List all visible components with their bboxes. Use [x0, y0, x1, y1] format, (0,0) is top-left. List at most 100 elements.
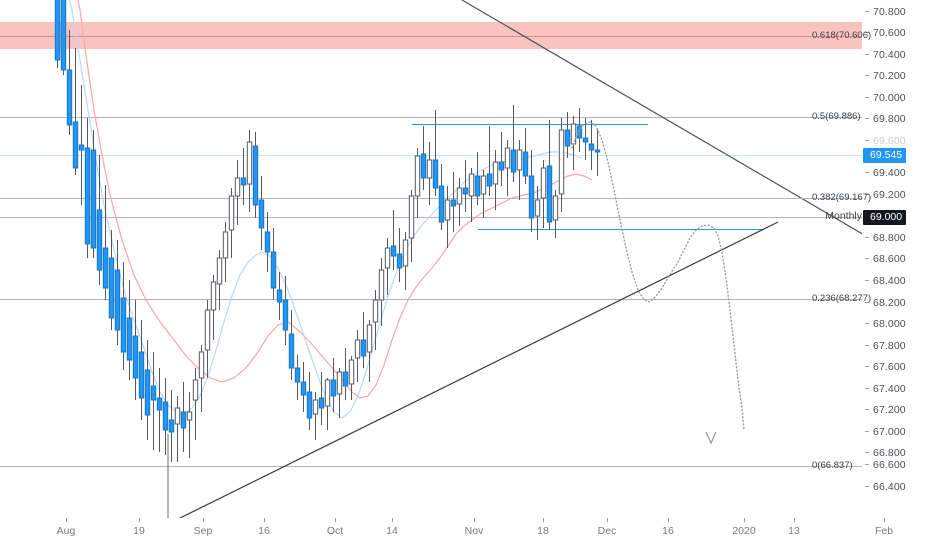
price-tick-label: 69.200	[873, 189, 906, 201]
price-tick-label: 67.200	[873, 404, 906, 416]
candle-body-up	[216, 257, 223, 285]
time-axis[interactable]: Aug 19 Sep 16 Oct 14 Nov 18 Dec 16 2020 13 Feb	[0, 518, 932, 550]
time-tick-dash	[794, 518, 795, 522]
price-axis[interactable]: 70.800 70.600 70.400 70.200 70.000 69.800 69.6…	[862, 0, 932, 518]
descending-resistance[interactable]	[461, 0, 862, 250]
candle-body-down	[576, 125, 583, 139]
candle-body-down	[564, 129, 571, 147]
candle-body-down	[330, 379, 337, 397]
projection-path-layer[interactable]	[571, 121, 745, 445]
candle-body-down	[300, 381, 307, 396]
price-tick-label: 68.800	[873, 232, 906, 244]
price-tick-label: 68.200	[873, 297, 906, 309]
fib-level-label: 0.5(69.886)	[812, 111, 861, 122]
candle-body-up	[492, 161, 499, 185]
price-tick-dash	[865, 302, 869, 303]
candle-body-down	[114, 269, 121, 331]
fib-level-label: 0.618(70.606)	[812, 30, 872, 41]
candle-body-down	[84, 147, 91, 245]
fib-level-line	[0, 466, 862, 467]
candle-body-down	[66, 69, 73, 126]
price-tick-dash	[865, 366, 869, 367]
time-tick-label: 18	[537, 525, 549, 537]
price-tick-dash	[865, 32, 869, 33]
price-tick-label: 68.400	[873, 275, 906, 287]
candle-body-up	[312, 399, 319, 415]
candle-body-down	[264, 231, 271, 253]
time-tick-dash	[884, 518, 885, 522]
candle-body-down	[240, 177, 247, 186]
candle-body-down	[126, 317, 133, 361]
candle-body-down	[270, 251, 277, 289]
time-tick-label: Feb	[874, 525, 894, 537]
candle-body-down	[462, 187, 469, 195]
candle-body-down	[390, 245, 397, 257]
candle-body-down	[120, 297, 127, 353]
candle-body-down	[72, 121, 79, 169]
fib-level-line	[0, 198, 862, 199]
chart-plot-area[interactable]	[0, 0, 862, 518]
candle-body-up	[324, 379, 331, 407]
time-tick-dash	[668, 518, 669, 522]
time-tick-label: Dec	[597, 525, 617, 537]
time-tick-label: 13	[788, 525, 800, 537]
time-tick-dash	[744, 518, 745, 522]
fib-label-stub	[795, 299, 809, 300]
candle-body-down	[288, 333, 295, 369]
time-tick-label: 2020	[732, 525, 756, 537]
time-tick-dash	[139, 518, 140, 522]
time-tick-label: Nov	[464, 525, 484, 537]
trendline-layer[interactable]	[167, 0, 862, 518]
candle-body-down	[252, 145, 259, 206]
candle-body-up	[234, 177, 241, 197]
candle-body-down	[438, 185, 445, 223]
price-tick-label: 69.800	[873, 113, 906, 125]
fib-level-label: 0(66.837)	[812, 460, 853, 471]
price-tick-label: 69.600	[873, 135, 906, 147]
fib-label-stub	[795, 36, 809, 37]
fib-level-label: 0.236(68.277)	[812, 293, 872, 304]
candle-body-down	[432, 159, 439, 189]
support-lower	[478, 229, 764, 230]
price-tick-dash	[865, 194, 869, 195]
candle-body-up	[444, 199, 451, 221]
monthly-timeframe-label: Monthly	[825, 210, 862, 222]
price-tick-dash	[865, 280, 869, 281]
candle-body-down	[420, 153, 427, 179]
price-tick-dash	[865, 237, 869, 238]
candle-body-up	[246, 141, 253, 185]
time-tick-label: Oct	[326, 525, 344, 537]
candle-body-down	[522, 151, 529, 177]
candle-body-down	[138, 351, 145, 399]
candle-body-down	[276, 289, 283, 303]
candle-body-down	[180, 411, 187, 429]
current-price-badge[interactable]: 69.545	[863, 148, 907, 163]
candle-body-down	[342, 371, 349, 387]
candle-body-down	[258, 199, 265, 229]
ascending-support[interactable]	[168, 221, 779, 518]
candle-body-up	[228, 195, 235, 231]
price-tick-dash	[865, 431, 869, 432]
candle-body-down	[360, 339, 367, 357]
fib-level-line	[0, 117, 862, 118]
price-tick-dash	[865, 140, 869, 141]
price-tick-label: 70.200	[873, 70, 906, 82]
monthly-price-badge[interactable]: 69.000	[863, 210, 907, 225]
ma-fast	[77, 0, 593, 399]
price-tick-label: 66.600	[873, 459, 906, 471]
price-tick-label: 67.400	[873, 383, 906, 395]
price-tick-label: 66.800	[873, 447, 906, 459]
candle-body-up	[210, 281, 217, 311]
candle-body-up	[198, 351, 205, 379]
candlestick-layer	[54, 0, 601, 462]
candle-body-down	[594, 149, 601, 153]
candle-body-down	[474, 175, 481, 197]
time-tick-dash	[392, 518, 393, 522]
price-tick-dash	[865, 345, 869, 346]
candle-body-up	[402, 239, 409, 267]
monthly-level-line	[0, 217, 862, 218]
price-tick-dash	[865, 11, 869, 12]
time-tick-dash	[474, 518, 475, 522]
candle-body-up	[426, 159, 433, 179]
price-tick-label: 70.000	[873, 92, 906, 104]
